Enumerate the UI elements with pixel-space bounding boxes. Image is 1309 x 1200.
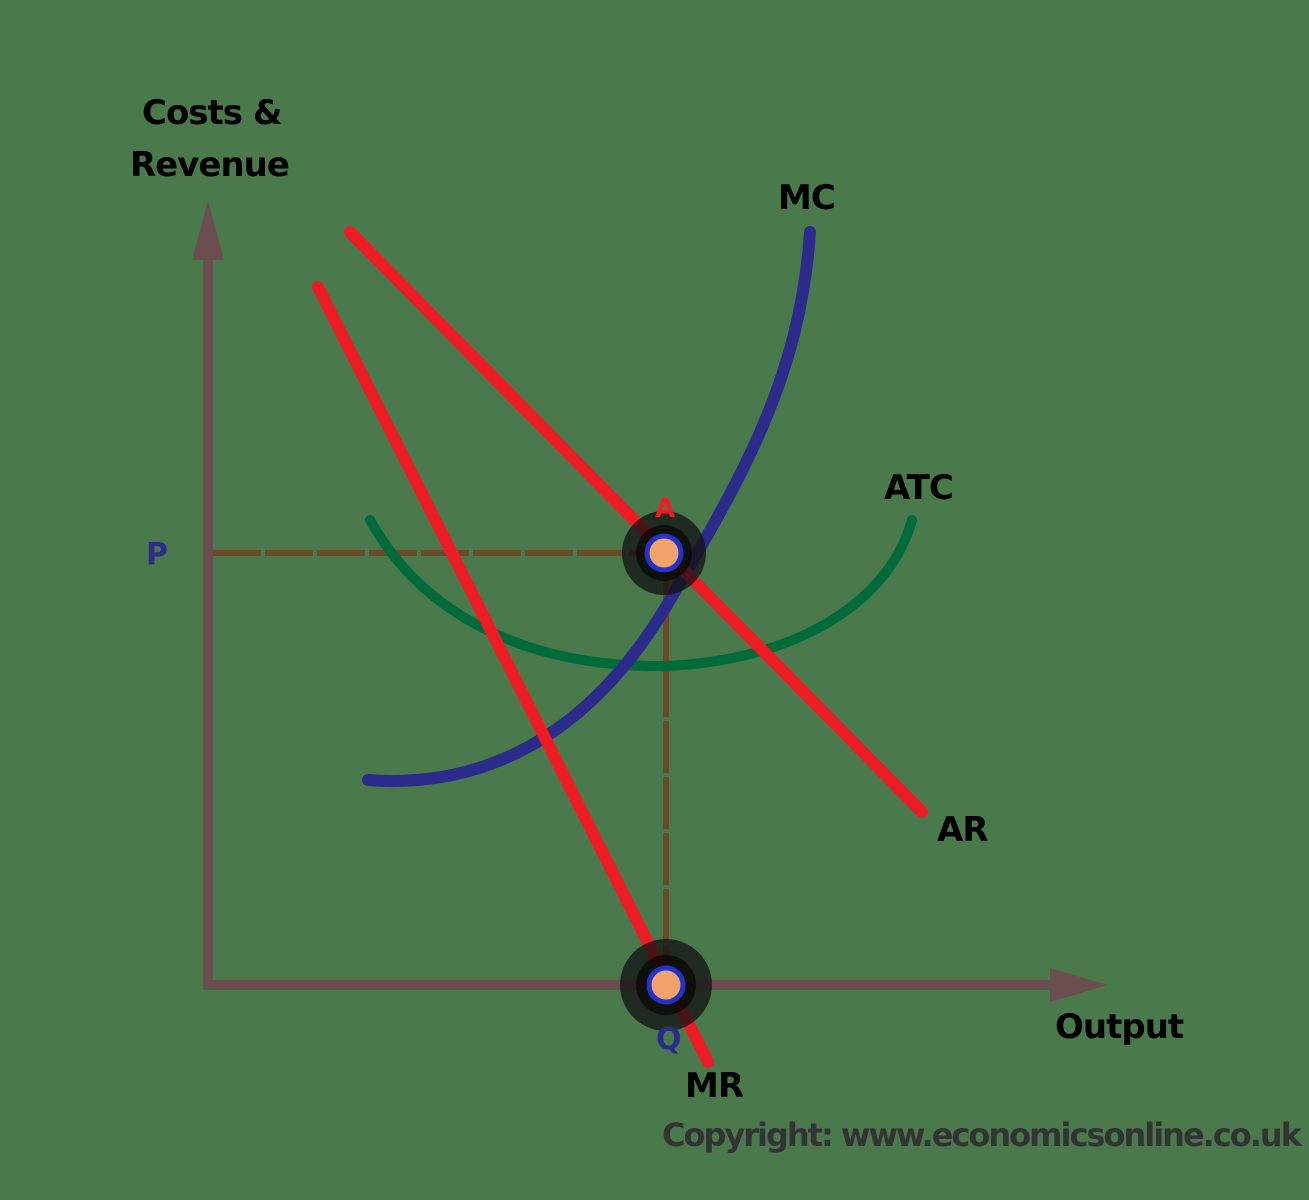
x-axis-title: Output <box>1055 1007 1184 1047</box>
quantity-label: Q <box>656 1022 681 1057</box>
ar-label: AR <box>937 810 988 850</box>
y-axis <box>192 200 224 990</box>
atc-label: ATC <box>884 468 954 508</box>
point-a-marker <box>622 511 706 595</box>
mr-label: MR <box>685 1066 744 1106</box>
point-q-marker <box>620 939 712 1031</box>
y-axis-title-line2: Revenue <box>130 145 290 185</box>
y-axis-title-line1: Costs & <box>142 93 283 133</box>
point-a-label: A <box>655 494 675 524</box>
mr-line <box>312 281 714 1068</box>
mc-curve <box>362 226 816 787</box>
mc-label: MC <box>778 178 836 218</box>
atc-curve <box>365 515 917 672</box>
price-label: P <box>146 537 168 572</box>
copyright-text: Copyright: www.economicsonline.co.uk <box>662 1116 1302 1154</box>
